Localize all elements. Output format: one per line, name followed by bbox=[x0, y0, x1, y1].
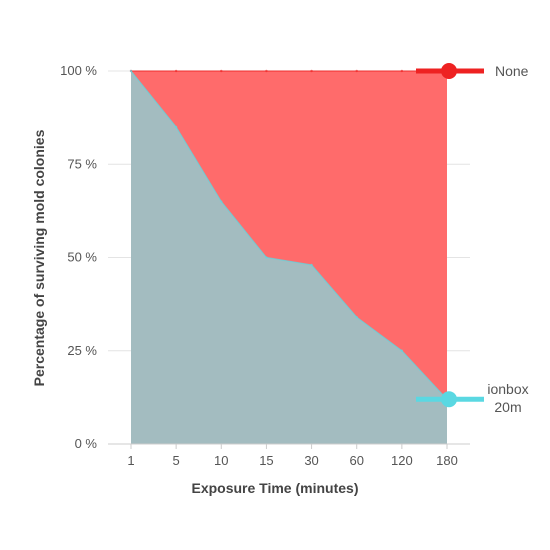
legend-marker-ionbox-20m bbox=[441, 391, 457, 408]
y-tick-label: 25 % bbox=[67, 343, 97, 358]
y-tick-label: 100 % bbox=[60, 63, 97, 78]
data-point bbox=[220, 69, 223, 73]
x-tick-label: 30 bbox=[304, 453, 318, 468]
series-areas bbox=[129, 69, 449, 444]
data-point bbox=[220, 200, 223, 203]
x-tick-label: 60 bbox=[349, 453, 363, 468]
legend: None ionbox 20m bbox=[416, 63, 529, 415]
legend-marker-none bbox=[441, 63, 457, 79]
x-tick-label: 180 bbox=[436, 453, 458, 468]
data-point bbox=[174, 125, 178, 129]
x-tick-label: 5 bbox=[173, 453, 180, 468]
x-tick-label: 120 bbox=[391, 453, 413, 468]
data-point bbox=[310, 263, 313, 267]
x-axis: 1 5 10 15 30 60 120 180 bbox=[108, 443, 470, 468]
x-axis-title: Exposure Time (minutes) bbox=[191, 480, 358, 496]
data-point bbox=[400, 349, 404, 352]
legend-item-none: None bbox=[416, 63, 529, 79]
x-tick-label: 1 bbox=[127, 453, 134, 468]
data-point bbox=[129, 69, 133, 73]
line-ionbox-20m bbox=[130, 70, 448, 400]
data-point bbox=[265, 256, 268, 259]
y-tick-label: 50 % bbox=[67, 250, 97, 265]
legend-label-ionbox-20m: ionbox 20m bbox=[487, 381, 528, 415]
y-tick-label: 0 % bbox=[75, 436, 98, 451]
legend-label-none: None bbox=[495, 63, 529, 79]
legend-item-ionbox-20m: ionbox 20m bbox=[416, 381, 529, 415]
data-point bbox=[355, 315, 358, 319]
y-tick-label: 75 % bbox=[67, 156, 97, 171]
data-point bbox=[174, 69, 178, 73]
x-tick-label: 15 bbox=[259, 453, 273, 468]
y-axis: 0 % 25 % 50 % 75 % 100 % bbox=[60, 63, 97, 451]
data-point bbox=[400, 69, 404, 73]
data-point bbox=[355, 69, 358, 73]
y-axis-title: Percentage of surviving mold colonies bbox=[31, 129, 47, 386]
data-point bbox=[265, 69, 268, 73]
x-tick-label: 10 bbox=[214, 453, 228, 468]
data-point bbox=[310, 69, 313, 73]
area-ionbox-20m bbox=[131, 71, 447, 444]
